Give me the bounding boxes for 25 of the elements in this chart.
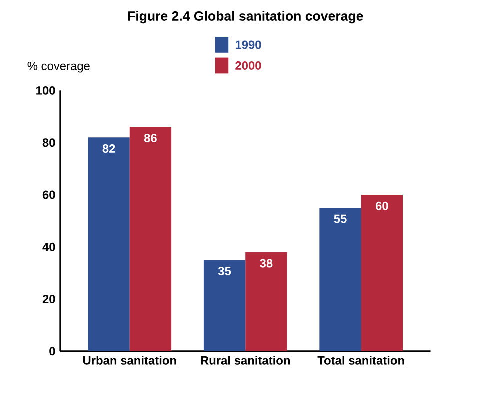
y-tick-label: 100 [36, 86, 56, 96]
bar [130, 127, 172, 352]
y-axis-title: % coverage [28, 62, 90, 73]
bar [204, 260, 246, 352]
chart-title: Figure 2.4 Global sanitation coverage [128, 11, 364, 24]
y-tick-label: 60 [42, 190, 56, 200]
data-label: 35 [218, 267, 232, 276]
bar [320, 208, 362, 352]
bar [361, 195, 403, 352]
y-tick-label: 20 [42, 295, 56, 304]
x-tick-label: Rural sanitation [201, 356, 290, 366]
bar [88, 138, 130, 352]
x-tick-label: Urban sanitation [83, 356, 176, 366]
data-label: 60 [376, 202, 388, 211]
data-label: 38 [260, 259, 273, 268]
x-tick-label: Total sanitation [318, 356, 404, 366]
y-tick-label: 80 [42, 138, 56, 148]
legend-label: 1990 [236, 40, 262, 50]
y-tick-label: 40 [42, 243, 56, 252]
bar [246, 252, 288, 352]
legend-label: 2000 [236, 62, 262, 70]
data-label: 55 [334, 215, 347, 224]
data-label: 86 [144, 134, 157, 143]
y-tick-label: 0 [50, 347, 56, 356]
data-label: 82 [102, 144, 116, 154]
